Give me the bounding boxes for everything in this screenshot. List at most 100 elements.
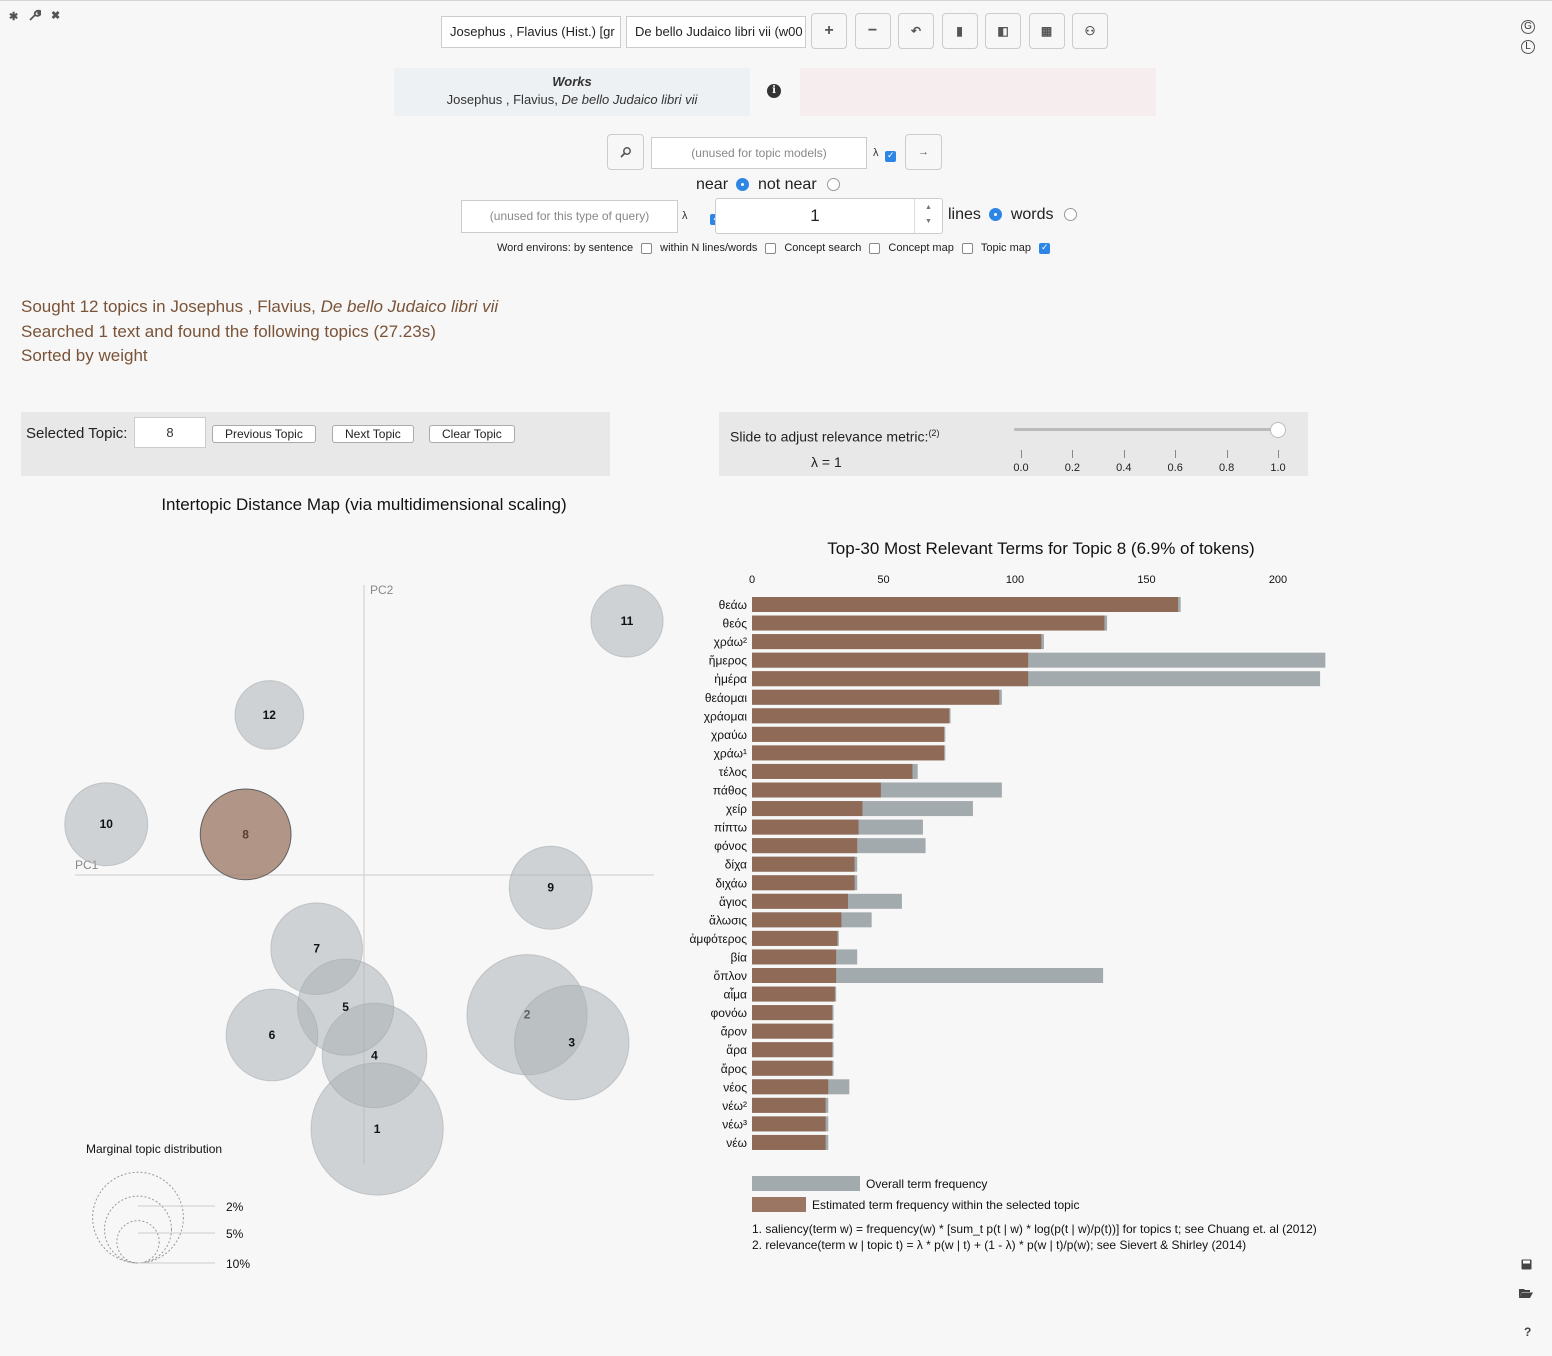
topic-circle[interactable] <box>225 988 319 1082</box>
term-label[interactable]: νέος <box>723 1080 747 1094</box>
topic-circle[interactable] <box>199 788 292 881</box>
term-label[interactable]: ὅπλον <box>714 969 747 983</box>
user-button[interactable]: ⚇ <box>1072 13 1108 49</box>
g-icon[interactable]: G <box>1521 20 1535 34</box>
topic-circle[interactable] <box>508 845 593 930</box>
topic-frequency-bar[interactable] <box>752 1023 833 1039</box>
term-label[interactable]: χείρ <box>726 802 747 816</box>
primary-search-input[interactable]: (unused for topic models) <box>651 137 867 169</box>
undo-button[interactable]: ↶ <box>898 13 934 49</box>
topic-frequency-bar[interactable] <box>752 893 848 909</box>
topic-frequency-bar[interactable] <box>752 652 1029 668</box>
zoom-in-button[interactable]: + <box>811 13 847 49</box>
grid-button[interactable]: ▦ <box>1028 13 1065 49</box>
topic-frequency-bar[interactable] <box>752 597 1179 612</box>
term-label[interactable]: χράομαι <box>704 709 748 723</box>
topic-frequency-bar[interactable] <box>752 968 837 983</box>
topic-circle[interactable] <box>64 782 149 867</box>
topic-circle-group[interactable]: 10 <box>64 782 149 867</box>
not-near-radio[interactable] <box>827 178 841 192</box>
work-field[interactable]: De bello Judaico libri vii (w00 <box>626 16 806 48</box>
topic-circle[interactable] <box>590 584 664 658</box>
overall-frequency-bar[interactable] <box>752 968 1104 983</box>
stepper-down-icon[interactable]: ▼ <box>925 218 932 225</box>
term-label[interactable]: ἅγιος <box>719 895 747 909</box>
topic-frequency-bar[interactable] <box>752 819 859 835</box>
topic-frequency-bar[interactable] <box>752 930 838 946</box>
term-label[interactable]: φόνος <box>714 839 747 853</box>
zoom-out-button[interactable]: − <box>854 13 891 49</box>
topic-frequency-bar[interactable] <box>752 615 1105 631</box>
author-field[interactable]: Josephus , Flavius (Hist.) [gr <box>441 16 621 48</box>
term-label[interactable]: θεάω <box>719 598 747 612</box>
topic-circle-group[interactable]: 7 <box>270 902 363 995</box>
settings-icon[interactable]: ✱ <box>9 11 19 23</box>
save-icon[interactable] <box>1521 1259 1532 1273</box>
relevance-slider-thumb[interactable] <box>1270 422 1286 438</box>
wrench-icon[interactable] <box>29 9 42 24</box>
info-icon[interactable]: i <box>767 84 781 98</box>
term-label[interactable]: νέω² <box>722 1099 747 1113</box>
topic-frequency-bar[interactable] <box>752 634 1042 650</box>
topic-circle[interactable] <box>270 902 363 995</box>
proximity-stepper[interactable]: 1 ▲ ▼ <box>715 198 943 234</box>
bookmark-button[interactable]: ◧ <box>985 13 1021 49</box>
close-icon[interactable]: ✖ <box>51 10 61 22</box>
option-checkbox[interactable] <box>641 242 653 254</box>
term-label[interactable]: θεός <box>723 617 748 631</box>
topic-frequency-bar[interactable] <box>752 745 944 761</box>
topic-circle-group[interactable]: 3 <box>514 984 630 1101</box>
help-icon[interactable]: ? <box>1524 1325 1532 1339</box>
topic-circle-group[interactable]: 9 <box>508 845 593 930</box>
l-icon[interactable]: L <box>1521 40 1535 54</box>
topic-frequency-bar[interactable] <box>752 986 835 1002</box>
option-checkbox[interactable] <box>765 242 777 254</box>
topic-frequency-bar[interactable] <box>752 763 913 779</box>
topic-frequency-bar[interactable] <box>752 1079 829 1095</box>
relevance-slider-track[interactable] <box>1014 428 1286 431</box>
term-label[interactable]: ἀμφότερος <box>690 932 747 946</box>
clear-topic-button[interactable]: Clear Topic <box>429 425 515 443</box>
topic-circle-group[interactable]: 12 <box>234 680 305 750</box>
term-label[interactable]: πάθος <box>713 784 747 798</box>
topic-frequency-bar[interactable] <box>752 856 855 872</box>
topic-frequency-bar[interactable] <box>752 1005 833 1021</box>
folder-open-icon[interactable] <box>1519 1285 1533 1303</box>
option-checkbox[interactable] <box>869 242 881 254</box>
term-label[interactable]: αἷμα <box>724 987 748 1002</box>
topic-frequency-bar[interactable] <box>752 801 863 817</box>
stepper-up-icon[interactable]: ▲ <box>925 204 932 211</box>
topic-frequency-bar[interactable] <box>752 782 881 798</box>
previous-topic-button[interactable]: Previous Topic <box>212 425 316 443</box>
term-label[interactable]: νέω³ <box>722 1117 747 1131</box>
topic-circle-group[interactable]: 6 <box>225 988 319 1082</box>
lines-radio[interactable] <box>989 208 1003 222</box>
topic-frequency-bar[interactable] <box>752 875 855 891</box>
term-label[interactable]: ἥμερος <box>709 654 747 668</box>
topic-frequency-bar[interactable] <box>752 1060 833 1076</box>
search-button[interactable] <box>607 134 644 170</box>
term-label[interactable]: τέλος <box>719 765 748 779</box>
term-label[interactable]: χράω² <box>714 635 747 649</box>
term-label[interactable]: ἄρος <box>721 1062 747 1076</box>
topic-circle-group[interactable]: 11 <box>590 584 664 658</box>
term-label[interactable]: χράω¹ <box>714 746 747 760</box>
secondary-search-input[interactable]: (unused for this type of query) <box>461 200 678 233</box>
topic-circle-group[interactable]: 8 <box>199 788 292 881</box>
topic-frequency-bar[interactable] <box>752 949 837 965</box>
topic-frequency-bar[interactable] <box>752 1097 826 1113</box>
topic-frequency-bar[interactable] <box>752 689 1000 705</box>
term-label[interactable]: ἅλωσις <box>709 913 747 927</box>
option-checkbox[interactable] <box>1038 242 1050 254</box>
term-label[interactable]: πίπτω <box>714 821 747 835</box>
selected-topic-input[interactable]: 8 <box>134 417 206 448</box>
next-topic-button[interactable]: Next Topic <box>332 425 414 443</box>
term-label[interactable]: δίχα <box>725 858 747 872</box>
book-button[interactable]: ▮ <box>941 13 978 49</box>
term-label[interactable]: ἡμέρα <box>714 672 747 686</box>
term-label[interactable]: ἄρον <box>721 1025 747 1039</box>
term-label[interactable]: νέω <box>726 1136 747 1150</box>
option-checkbox[interactable] <box>961 242 973 254</box>
topic-circle[interactable] <box>234 680 305 750</box>
term-label[interactable]: βία <box>730 950 747 964</box>
